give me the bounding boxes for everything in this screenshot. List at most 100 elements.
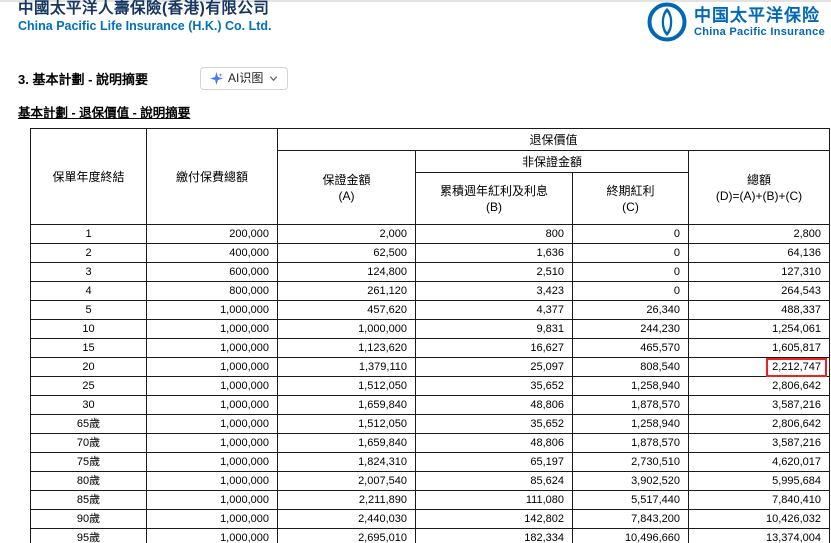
table-row: 20 1,000,000 1,379,110 25,097 808,540 2,212,7… bbox=[30, 357, 831, 377]
value-cell: 264,543 bbox=[687, 281, 831, 301]
ai-recognize-button[interactable]: AI识图 bbox=[200, 66, 289, 90]
value-cell: 10,496,660 bbox=[572, 528, 689, 543]
table-row: 4 800,000 261,120 3,423 0 264,543 bbox=[30, 281, 831, 301]
value-cell: 244,230 bbox=[572, 319, 689, 339]
value-cell: 1,000,000 bbox=[146, 319, 278, 339]
table-header: 保單年度終結 繳付保費總額 退保價值 保證金額 (A) 非保證金額 總額 (D)… bbox=[30, 128, 831, 225]
value-cell: 0 bbox=[572, 281, 689, 301]
value-cell: 2,212,747 bbox=[687, 357, 831, 377]
company-name-zh: 中國太平洋人壽保險(香港)有限公司 bbox=[18, 0, 270, 17]
policy-year-cell: 4 bbox=[30, 281, 147, 301]
value-cell: 0 bbox=[572, 243, 689, 263]
value-cell: 5,995,684 bbox=[687, 471, 831, 491]
table-row: 30 1,000,000 1,659,840 48,806 1,878,570 3,587… bbox=[30, 395, 831, 415]
value-cell: 35,652 bbox=[415, 376, 573, 396]
value-cell: 1,512,050 bbox=[277, 376, 416, 396]
table-row: 25 1,000,000 1,512,050 35,652 1,258,940 2,806… bbox=[30, 376, 831, 396]
table-row: 2 400,000 62,500 1,636 0 64,136 bbox=[30, 243, 831, 263]
value-cell: 465,570 bbox=[572, 338, 689, 358]
table-row: 15 1,000,000 1,123,620 16,627 465,570 1,605,8… bbox=[30, 338, 831, 358]
value-cell: 0 bbox=[572, 262, 689, 282]
policy-year-cell: 1 bbox=[30, 224, 147, 244]
value-cell: 1,258,940 bbox=[572, 414, 689, 434]
policy-year-cell: 70歲 bbox=[30, 433, 147, 453]
policy-year-cell: 10 bbox=[30, 319, 147, 339]
logo-text: 中国太平洋保险 China Pacific Insurance bbox=[694, 6, 825, 39]
policy-year-cell: 30 bbox=[30, 395, 147, 415]
value-cell: 3,587,216 bbox=[687, 395, 831, 415]
value-cell: 4,377 bbox=[415, 300, 573, 320]
value-cell: 2,000 bbox=[277, 224, 416, 244]
company-logo: 中国太平洋保险 China Pacific Insurance bbox=[647, 0, 827, 42]
table-row: 90歲 1,000,000 2,440,030 142,802 7,843,200 10,… bbox=[30, 509, 831, 529]
value-cell: 1,258,940 bbox=[572, 376, 689, 396]
value-cell: 808,540 bbox=[572, 357, 689, 377]
value-cell: 9,831 bbox=[415, 319, 573, 339]
value-cell: 1,000,000 bbox=[146, 395, 278, 415]
value-cell: 7,840,410 bbox=[687, 490, 831, 510]
value-cell: 48,806 bbox=[415, 433, 573, 453]
section-title-row: 3. 基本計劃 - 說明摘要 AI识图 bbox=[18, 66, 827, 90]
table-row: 85歲 1,000,000 2,211,890 111,080 5,517,440 7,8… bbox=[30, 490, 831, 510]
value-cell: 1,000,000 bbox=[277, 319, 416, 339]
col-header-guaranteed: 保證金額 (A) bbox=[277, 150, 416, 225]
value-cell: 1,000,000 bbox=[146, 528, 278, 543]
value-cell: 1,123,620 bbox=[277, 338, 416, 358]
value-cell: 25,097 bbox=[415, 357, 573, 377]
col-header-terminal-dividend: 終期紅利 (C) bbox=[572, 172, 689, 225]
value-cell: 2,007,540 bbox=[277, 471, 416, 491]
value-cell: 127,310 bbox=[687, 262, 831, 282]
policy-year-cell: 2 bbox=[30, 243, 147, 263]
value-cell: 2,806,642 bbox=[687, 376, 831, 396]
table-row: 10 1,000,000 1,000,000 9,831 244,230 1,254,06… bbox=[30, 319, 831, 339]
value-cell: 3,902,520 bbox=[572, 471, 689, 491]
value-cell: 1,824,310 bbox=[277, 452, 416, 472]
col-header-total: 總額 (D)=(A)+(B)+(C) bbox=[687, 150, 831, 225]
group-header-surrender-value: 退保價值 bbox=[276, 128, 831, 151]
value-cell: 16,627 bbox=[415, 338, 573, 358]
group-header-non-guaranteed: 非保證金額 bbox=[415, 150, 689, 173]
value-cell: 2,800 bbox=[687, 224, 831, 244]
value-cell: 1,878,570 bbox=[572, 395, 689, 415]
policy-year-cell: 25 bbox=[30, 376, 147, 396]
policy-year-cell: 75歲 bbox=[30, 452, 147, 472]
col-header-total-premium: 繳付保費總額 bbox=[146, 128, 278, 225]
value-cell: 1,254,061 bbox=[687, 319, 831, 339]
value-cell: 600,000 bbox=[146, 262, 278, 282]
value-cell: 2,211,890 bbox=[277, 490, 416, 510]
value-cell: 64,136 bbox=[687, 243, 831, 263]
value-cell: 1,000,000 bbox=[146, 338, 278, 358]
value-cell: 3,423 bbox=[415, 281, 573, 301]
value-cell: 10,426,032 bbox=[687, 509, 831, 529]
table-row: 75歲 1,000,000 1,824,310 65,197 2,730,510 4,62… bbox=[30, 452, 831, 472]
value-cell: 1,000,000 bbox=[146, 414, 278, 434]
value-cell: 1,000,000 bbox=[146, 452, 278, 472]
policy-year-cell: 90歲 bbox=[30, 509, 147, 529]
value-cell: 1,000,000 bbox=[146, 471, 278, 491]
policy-year-cell: 80歲 bbox=[30, 471, 147, 491]
value-cell: 111,080 bbox=[415, 490, 573, 510]
col-header-accumulated-dividend: 累積週年紅利及利息 (B) bbox=[415, 172, 573, 225]
top-divider bbox=[0, 0, 831, 2]
company-name-en: China Pacific Life Insurance (H.K.) Co. … bbox=[18, 19, 272, 33]
value-cell: 4,620,017 bbox=[687, 452, 831, 472]
highlighted-total-value: 2,212,747 bbox=[766, 357, 828, 377]
col-header-policy-year: 保單年度終結 bbox=[30, 128, 147, 225]
value-cell: 3,587,216 bbox=[687, 433, 831, 453]
logo-text-en: China Pacific Insurance bbox=[694, 25, 825, 38]
value-cell: 142,802 bbox=[415, 509, 573, 529]
table-body: 1 200,000 2,000 800 0 2,800 2 400,000 62,500 1,63… bbox=[30, 224, 831, 543]
policy-year-cell: 5 bbox=[30, 300, 147, 320]
value-cell: 261,120 bbox=[277, 281, 416, 301]
value-cell: 1,878,570 bbox=[572, 433, 689, 453]
subsection-title: 基本計劃 - 退保價值 - 說明摘要 bbox=[18, 106, 191, 120]
value-cell: 2,806,642 bbox=[687, 414, 831, 434]
value-cell: 35,652 bbox=[415, 414, 573, 434]
value-cell: 1,000,000 bbox=[146, 300, 278, 320]
value-cell: 1,379,110 bbox=[277, 357, 416, 377]
value-cell: 1,000,000 bbox=[146, 490, 278, 510]
table-row: 5 1,000,000 457,620 4,377 26,340 488,337 bbox=[30, 300, 831, 320]
policy-year-cell: 3 bbox=[30, 262, 147, 282]
value-cell: 1,000,000 bbox=[146, 376, 278, 396]
